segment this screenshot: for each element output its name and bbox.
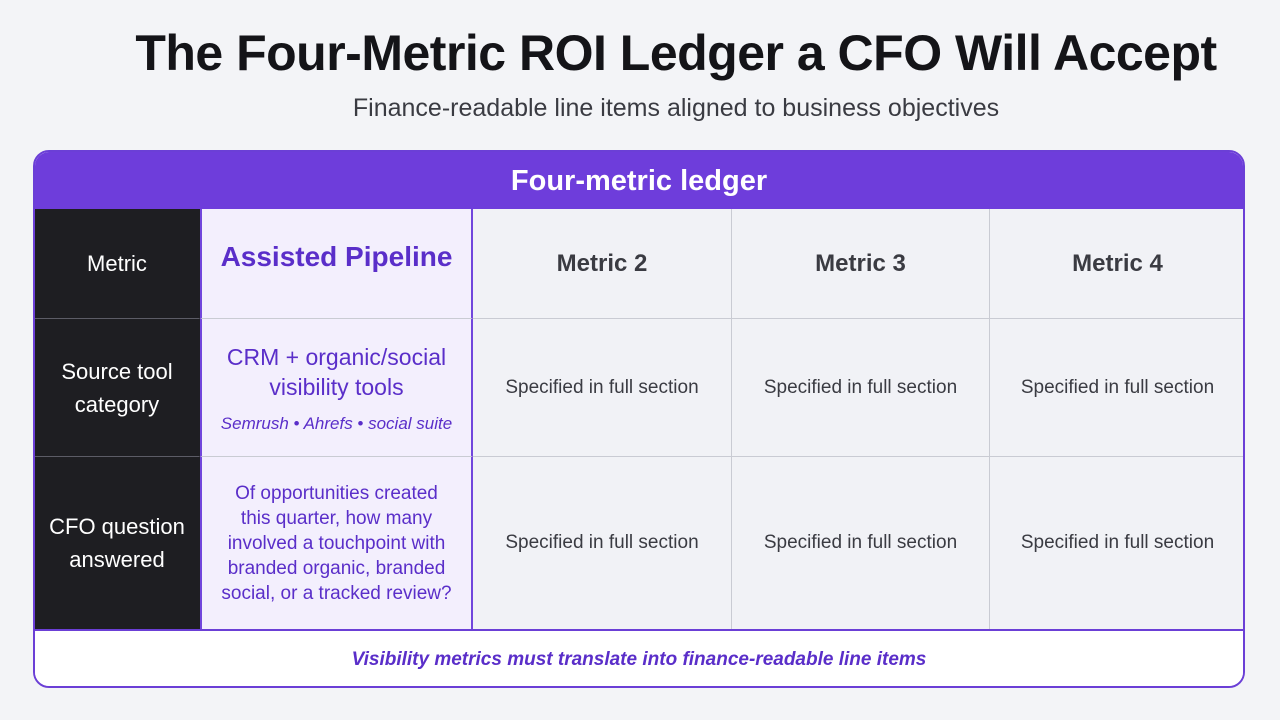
row-label-cfo-question: CFO question answered	[35, 457, 200, 629]
placeholder-text: Specified in full section	[1020, 376, 1215, 398]
metric-name: Assisted Pipeline	[220, 240, 453, 272]
source-tools-list: Semrush • Ahrefs • social suite	[220, 413, 453, 433]
metric-name: Metric 2	[556, 249, 648, 277]
cfo-question-metric-3: Specified in full section	[732, 457, 990, 629]
placeholder-text: Specified in full section	[505, 532, 699, 553]
source-tool-category: CRM + organic/social visibility tools	[226, 343, 447, 400]
metric-assisted-pipeline: Assisted Pipeline	[200, 209, 473, 319]
page-title: The Four-Metric ROI Ledger a CFO Will Ac…	[135, 25, 1217, 81]
footer-note-text: Visibility metrics must translate into f…	[351, 648, 927, 670]
placeholder-text: Specified in full section	[763, 532, 958, 553]
ledger-table: Metric Assisted Pipeline Metric 2 Metric…	[35, 209, 1243, 629]
row-label-text: CFO question answered	[49, 514, 185, 572]
ledger-header: Four-metric ledger	[35, 152, 1243, 209]
source-cell-metric-4: Specified in full section	[990, 319, 1243, 457]
source-cell-metric-2: Specified in full section	[473, 319, 732, 457]
cfo-question-metric-4: Specified in full section	[990, 457, 1243, 629]
page-subtitle: Finance-readable line items aligned to b…	[352, 94, 1000, 122]
row-label-text: Metric	[87, 251, 147, 276]
placeholder-text: Specified in full section	[505, 376, 699, 398]
metric-name: Metric 3	[815, 249, 906, 277]
placeholder-text: Specified in full section	[1020, 532, 1215, 553]
placeholder-text: Specified in full section	[763, 376, 958, 398]
cfo-question-metric-2: Specified in full section	[473, 457, 732, 629]
ledger-card: Four-metric ledger Metric Assisted Pipel…	[33, 150, 1245, 688]
ledger-footer-note: Visibility metrics must translate into f…	[35, 629, 1243, 686]
row-label-text: Source tool category	[61, 358, 173, 417]
cfo-question-text: Of opportunities created this quarter, h…	[221, 482, 452, 604]
cfo-question-assisted-pipeline: Of opportunities created this quarter, h…	[200, 457, 473, 629]
metric-3-header: Metric 3	[732, 209, 990, 319]
metric-4-header: Metric 4	[990, 209, 1243, 319]
metric-2-header: Metric 2	[473, 209, 732, 319]
source-cell-metric-3: Specified in full section	[732, 319, 990, 457]
row-label-source-tool-category: Source tool category	[35, 319, 200, 457]
row-label-metric: Metric	[35, 209, 200, 319]
metric-name: Metric 4	[1072, 249, 1163, 277]
source-cell-assisted-pipeline: CRM + organic/social visibility tools Se…	[200, 319, 473, 457]
